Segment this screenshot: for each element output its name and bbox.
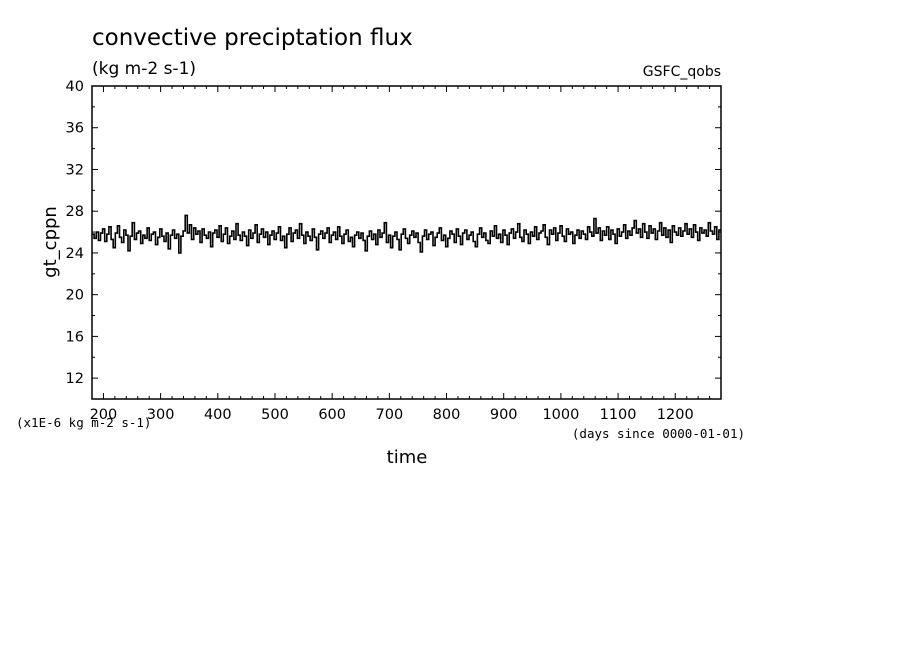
chart-units: (kg m-2 s-1): [92, 59, 196, 79]
y-tick-label: 32: [66, 162, 84, 178]
series-line: [92, 214, 721, 254]
x-tick-label: 1200: [657, 407, 694, 423]
x-tick-label: 500: [261, 407, 289, 423]
y-tick-label: 20: [66, 288, 84, 304]
y-tick-label: 24: [66, 246, 84, 262]
x-tick-label: 400: [204, 407, 232, 423]
x-tick-label: 1100: [600, 407, 637, 423]
plot-frame: [91, 85, 722, 400]
y-axis: 12 16 20 24 28 32 36 40: [66, 79, 721, 400]
y-tick-label: 40: [66, 79, 84, 95]
x-axis: 200 300 400 500 600 700 800 900 1000 1100 1200: [90, 86, 722, 423]
x-axis-label: time: [387, 447, 428, 468]
chart-title: convective preciptation flux: [92, 25, 413, 51]
x-tick-label: 600: [318, 407, 346, 423]
y-scale-note: (x1E-6 kg m-2 s-1): [16, 415, 151, 430]
source-label: GSFC_qobs: [643, 64, 721, 80]
x-units-note: (days since 0000-01-01): [572, 426, 745, 441]
x-tick-label: 900: [490, 407, 518, 423]
x-tick-label: 200: [90, 407, 118, 423]
y-tick-label: 16: [66, 329, 84, 345]
x-tick-label: 1000: [542, 407, 579, 423]
x-tick-label: 800: [433, 407, 461, 423]
x-tick-label: 300: [147, 407, 175, 423]
x-tick-label: 700: [376, 407, 404, 423]
y-tick-label: 12: [66, 371, 84, 387]
y-axis-label: gt_cppn: [40, 206, 61, 278]
y-tick-label: 36: [66, 121, 84, 137]
y-tick-label: 28: [66, 204, 84, 220]
